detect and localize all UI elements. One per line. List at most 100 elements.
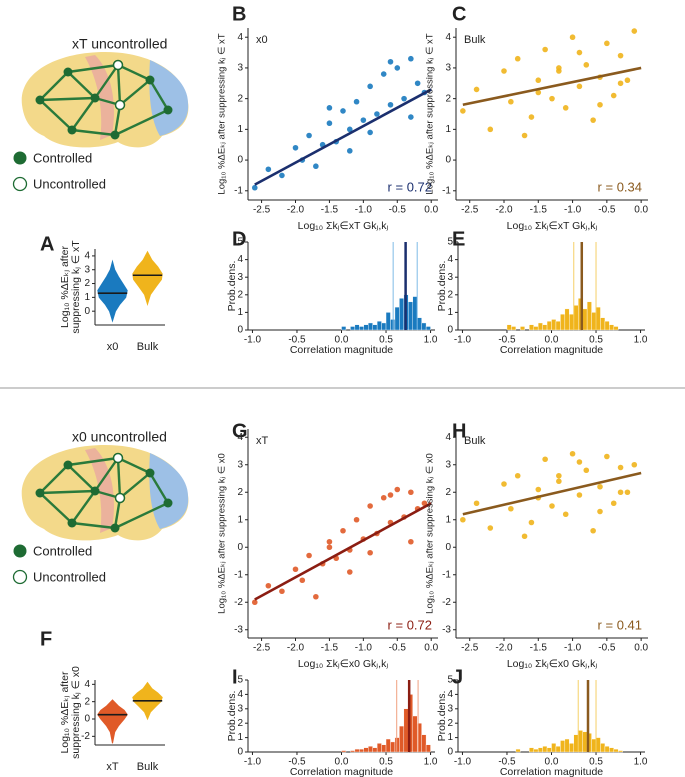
x-axis-label: Correlation magnitude: [500, 344, 603, 356]
violin: [97, 699, 128, 744]
node: [63, 460, 73, 470]
r-label: r = 0.34: [598, 179, 642, 194]
x-tick-label: -1.0: [564, 205, 582, 216]
y-tick-label: 3: [237, 703, 243, 714]
point: [535, 89, 542, 96]
x-tick-label: x0: [107, 341, 119, 353]
bar: [399, 725, 405, 753]
bar: [412, 296, 418, 331]
point: [597, 483, 603, 490]
point: [346, 569, 353, 575]
legend-swatch-uncontrolled: [12, 176, 28, 192]
point: [610, 92, 617, 99]
node: [163, 498, 173, 508]
bar: [573, 734, 579, 753]
x-axis-label: Log₁₀ Σkⱼ∈xT Gkⱼ,kⱼ: [298, 220, 389, 232]
bar: [529, 747, 534, 753]
panel: J 0 1 2 3 4 5 -1.0 -0.5 0.0 0.5 1.0 Correlation magn…: [436, 666, 648, 777]
point: [292, 144, 299, 151]
y-tick-label: 4: [237, 32, 243, 43]
bar: [618, 750, 623, 753]
panel-letter: E: [452, 228, 465, 250]
y-tick-label: -1: [234, 569, 243, 580]
bar: [412, 715, 418, 753]
point: [326, 120, 333, 127]
panel: A 0 1 2 3 4 Log₁₀ %ΔEₖⱼ after suppressing kⱼ ∈ …: [40, 233, 165, 353]
point: [542, 46, 548, 53]
y-tick-label: 4: [447, 689, 453, 700]
panel: F -2 0 2 4 Log₁₀ %ΔEₖⱼ after suppressing kⱼ ∈ …: [40, 628, 165, 773]
y-tick-label: 2: [445, 487, 451, 498]
y-tick-label: 0: [237, 542, 243, 553]
x-axis-label: Correlation magnitude: [290, 766, 393, 777]
x-tick-label: 0.5: [379, 757, 393, 768]
bar: [578, 730, 583, 753]
bar: [350, 326, 356, 331]
node: [112, 59, 124, 71]
x-tick-label: 0.0: [634, 643, 648, 654]
node: [110, 523, 120, 533]
bar: [408, 301, 413, 331]
y-tick-label: 2: [447, 718, 453, 729]
x-tick-label: 0.5: [379, 335, 393, 346]
bar: [555, 746, 561, 753]
legend-label: Controlled: [33, 543, 92, 558]
bar: [381, 744, 387, 753]
point: [604, 453, 610, 460]
y-tick-label: 3: [445, 63, 451, 74]
panel-letter: D: [232, 228, 246, 250]
point: [408, 538, 414, 545]
point: [473, 86, 480, 93]
legend-label: Uncontrolled: [33, 569, 106, 584]
point: [326, 105, 333, 111]
point: [624, 489, 631, 496]
x-tick-label: 0.0: [545, 757, 559, 768]
panel: B -1 0 1 2 3 4 -2.5 -2.0 -1.5 -1.0 -0.5 0.0 Log₁₀ Σkⱼ…: [217, 3, 439, 232]
node: [112, 452, 124, 464]
bar: [613, 326, 619, 331]
y-axis-label: Prob.dens.: [436, 691, 448, 742]
y-axis-label: Log₁₀ %ΔEₖⱼ after: [59, 671, 71, 753]
x-tick-label: 0.0: [335, 335, 349, 346]
bar: [604, 321, 610, 331]
point: [528, 519, 535, 526]
panel-letter: C: [452, 3, 466, 25]
bar: [394, 306, 400, 331]
y-tick-label: -1: [234, 185, 243, 196]
bar: [542, 746, 548, 753]
bar: [381, 322, 387, 331]
bar: [425, 326, 431, 331]
y-tick-label: 2: [237, 487, 243, 498]
bar: [537, 747, 543, 753]
panel: I 0 1 2 3 4 5 -1.0 -0.5 0.0 0.5 1.0 Correlation magn…: [226, 666, 438, 777]
bar: [564, 738, 570, 753]
x-tick-label: -1.5: [321, 205, 339, 216]
bar: [385, 738, 391, 753]
bar: [595, 306, 601, 331]
panel-letter: J: [452, 666, 463, 688]
bar: [600, 743, 606, 753]
bar: [376, 321, 382, 331]
bar: [515, 748, 521, 753]
x-tick-label: 0.5: [589, 335, 603, 346]
point: [353, 516, 360, 523]
x-tick-label: -2.5: [253, 205, 271, 216]
point: [387, 101, 394, 108]
point: [521, 132, 528, 139]
bar: [385, 312, 391, 331]
panel-letter: I: [232, 666, 238, 688]
point: [576, 459, 583, 465]
point: [353, 98, 360, 105]
y-axis-label: Log₁₀ %ΔEₖⱼ after suppressing kⱼ ∈ xT: [425, 33, 436, 194]
point: [251, 184, 258, 191]
legend-swatch-uncontrolled: [12, 569, 28, 585]
point: [508, 505, 514, 512]
panel: C -1 0 1 2 3 4 -2.5 -2.0 -1.5 -1.0 -0.5 0.0 Log₁₀ Σkⱼ…: [425, 3, 649, 232]
brain-occipital: [149, 60, 189, 136]
point: [380, 494, 387, 501]
y-tick-label: 0: [445, 155, 451, 166]
point: [617, 80, 624, 87]
point: [346, 148, 353, 154]
y-tick-label: 0: [447, 325, 453, 336]
